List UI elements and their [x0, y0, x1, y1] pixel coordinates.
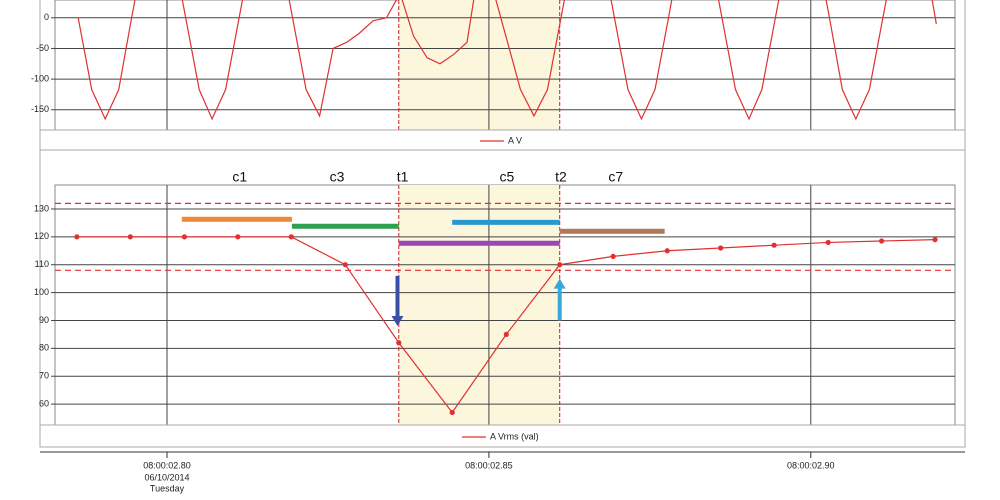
x-tick-label: 08:00:02.85: [465, 460, 513, 470]
event-shade: [398, 0, 560, 130]
event-shade: [398, 185, 560, 425]
x-tick-label: 08:00:02.90: [787, 460, 835, 470]
window-bar: [452, 219, 560, 225]
window-bar: [559, 228, 665, 234]
annotation: c1: [232, 169, 247, 185]
annotation: t1: [397, 169, 409, 185]
data-point: [342, 262, 348, 268]
annotation: c3: [330, 169, 345, 185]
data-point: [449, 409, 455, 416]
data-point: [503, 331, 509, 338]
y-tick-label: 70: [39, 371, 49, 381]
y-tick-label: 0: [44, 12, 49, 22]
y-tick-label: 100: [34, 287, 49, 297]
window-bar: [181, 216, 292, 222]
data-point: [74, 234, 80, 240]
y-tick-label: -50: [36, 43, 49, 53]
data-point: [718, 245, 724, 251]
y-tick-label: 130: [34, 203, 49, 213]
legend-label: A V: [508, 135, 522, 145]
data-point: [396, 340, 402, 346]
y-tick-label: -100: [31, 73, 49, 83]
data-point: [879, 238, 885, 244]
annotation: c7: [608, 169, 623, 185]
y-tick-label: 60: [39, 398, 49, 408]
y-tick-label: 120: [34, 231, 49, 241]
x-tick-sublabel: 06/10/2014: [144, 472, 189, 482]
data-point: [288, 234, 294, 240]
data-point: [557, 262, 563, 268]
data-point: [932, 237, 938, 243]
data-point: [181, 234, 187, 240]
series-line: [77, 0, 937, 121]
data-point: [235, 234, 241, 240]
data-point: [771, 242, 777, 248]
data-point: [664, 248, 670, 254]
x-tick-label: 08:00:02.80: [143, 460, 191, 470]
annotation: t2: [555, 169, 567, 185]
legend-label: A Vrms (val): [490, 431, 539, 441]
y-tick-label: 110: [35, 259, 49, 269]
y-tick-label: 80: [39, 343, 49, 353]
arrow-head: [391, 316, 404, 327]
x-tick-sublabel: Tuesday: [150, 483, 185, 493]
window-bar: [398, 240, 560, 246]
data-point: [825, 239, 831, 246]
series-group: [77, 0, 937, 121]
window-bar: [291, 223, 399, 229]
annotation: c5: [500, 169, 515, 185]
series-group: [74, 234, 938, 416]
arrow-head: [553, 278, 566, 289]
y-tick-label: -150: [31, 104, 49, 114]
data-point: [610, 253, 616, 259]
data-point: [127, 234, 133, 240]
y-tick-label: 90: [39, 315, 49, 325]
